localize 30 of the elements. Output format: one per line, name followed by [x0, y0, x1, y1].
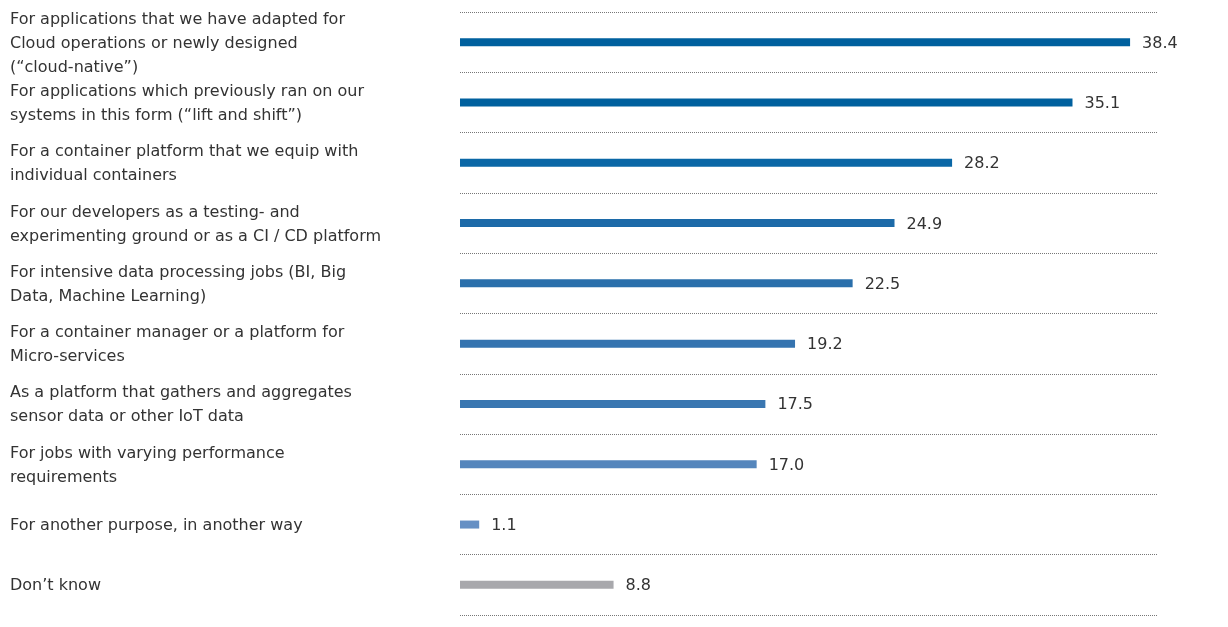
- data-label: 1.1: [491, 515, 517, 535]
- bar: [460, 38, 1131, 47]
- y-tick-label: For intensive data processing jobs (BI, Big Data, Machine Learning): [10, 261, 352, 305]
- data-label: 24.9: [906, 213, 943, 233]
- bar: [460, 158, 953, 167]
- bar: [460, 460, 757, 469]
- data-label: 17.0: [768, 454, 805, 474]
- data-label: 28.2: [964, 153, 1000, 173]
- y-tick-label: For our developers as a testing- and experimenting ground or as a CI / CD platform: [10, 201, 382, 245]
- bar: [460, 339, 796, 348]
- bar: [460, 580, 614, 589]
- data-label: 17.5: [777, 394, 813, 414]
- data-label: 19.2: [807, 334, 843, 354]
- bar: [460, 219, 895, 228]
- y-tick-label: As a platform that gathers and aggregates sensor data or other IoT data: [10, 382, 357, 426]
- y-tick-label: For applications which previously ran on our systems in this form (“lift and shift”): [10, 80, 370, 124]
- bar: [460, 98, 1073, 107]
- data-label: 22.5: [864, 273, 901, 293]
- bar: [460, 520, 480, 529]
- y-tick-label: For jobs with varying performance requirements: [10, 442, 290, 486]
- data-label: 35.1: [1084, 92, 1121, 112]
- y-tick-label: For a container platform that we equip with individual containers: [10, 141, 364, 185]
- y-tick-label: For applications that we have adapted for Cloud operations or newly designed (“cloud-native”): [10, 8, 351, 76]
- y-tick-label: For another purpose, in another way: [10, 515, 303, 535]
- y-tick-label: For a container manager or a platform for Micro-services: [10, 322, 350, 366]
- bar: [460, 279, 853, 288]
- data-label: 8.8: [625, 575, 652, 595]
- y-tick-label: Don’t know: [10, 575, 101, 595]
- bar: [460, 399, 766, 408]
- data-label: 38.4: [1142, 32, 1178, 52]
